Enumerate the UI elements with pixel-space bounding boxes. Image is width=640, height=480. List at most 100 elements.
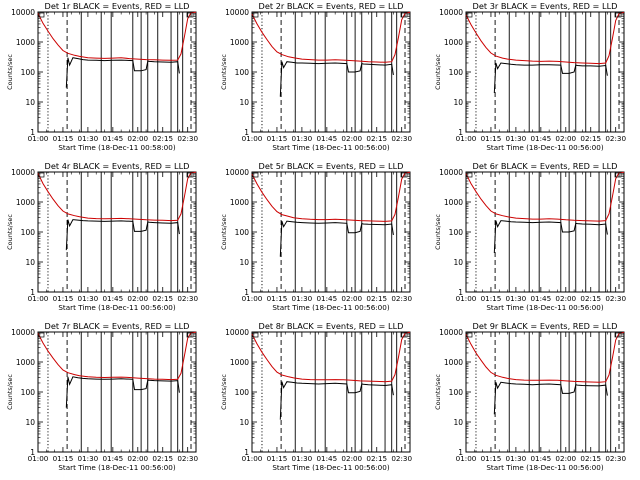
series-lld-line <box>37 171 197 222</box>
plot-frame <box>37 331 197 453</box>
x-tick-label: 01:30 <box>506 454 527 463</box>
y-axis-label: Counts/sec <box>434 214 442 250</box>
x-tick-label: 01:45 <box>102 134 123 143</box>
x-tick-label: 01:30 <box>506 294 527 303</box>
corner-marker <box>400 12 408 18</box>
x-tick-label: 01:45 <box>530 294 551 303</box>
x-axis-label: Start Time (18-Dec-11 00:56:00) <box>486 143 603 152</box>
corner-marker <box>186 12 194 18</box>
panel-title: Det 4r BLACK = Events, RED = LLD <box>45 161 190 171</box>
y-tick-label: 1000 <box>230 358 249 367</box>
x-tick-label: 01:00 <box>28 454 49 463</box>
x-tick-label: 01:45 <box>530 454 551 463</box>
y-tick-label: 1 <box>30 448 35 457</box>
x-tick-label: 01:00 <box>456 134 477 143</box>
panel-title: Det 9r BLACK = Events, RED = LLD <box>473 321 618 331</box>
x-tick-label: 02:15 <box>152 454 173 463</box>
series-events-line <box>65 219 180 251</box>
y-axis-label: Counts/sec <box>434 54 442 90</box>
x-tick-label: 01:00 <box>456 294 477 303</box>
x-axis-label: Start Time (18-Dec-11 00:56:00) <box>58 303 175 312</box>
y-tick-label: 100 <box>235 388 250 397</box>
x-tick-label: 02:00 <box>127 134 148 143</box>
x-tick-label: 01:15 <box>267 454 288 463</box>
corner-marker <box>38 172 45 178</box>
plot-frame <box>465 331 625 453</box>
series-events-line <box>65 57 180 88</box>
x-axis-label: Start Time (18-Dec-11 00:56:00) <box>272 143 389 152</box>
y-tick-label: 10 <box>453 98 463 107</box>
corner-marker <box>186 172 194 178</box>
panel-title: Det 1r BLACK = Events, RED = LLD <box>45 1 190 11</box>
y-tick-label: 100 <box>449 388 464 397</box>
series-events-line <box>493 220 608 254</box>
x-tick-label: 02:00 <box>341 294 362 303</box>
plot-frame <box>251 331 411 453</box>
y-tick-label: 1 <box>244 128 249 137</box>
y-tick-label: 1000 <box>16 198 35 207</box>
x-tick-label: 02:15 <box>580 134 601 143</box>
x-tick-label: 02:30 <box>391 454 412 463</box>
panel-5: Det 5r BLACK = Events, RED = LLD 1 10 100 10… <box>220 161 412 312</box>
corner-marker <box>466 12 473 18</box>
corner-marker <box>400 172 408 178</box>
x-tick-label: 01:15 <box>53 294 74 303</box>
x-tick-label: 02:15 <box>580 294 601 303</box>
panel-title: Det 5r BLACK = Events, RED = LLD <box>259 161 404 171</box>
x-tick-label: 01:15 <box>481 294 502 303</box>
y-tick-label: 10000 <box>11 328 35 337</box>
x-tick-label: 01:45 <box>316 134 337 143</box>
panel-8: Det 8r BLACK = Events, RED = LLD 1 10 100 10… <box>220 321 412 472</box>
corner-marker <box>614 12 622 18</box>
corner-marker <box>400 332 408 338</box>
x-tick-label: 02:00 <box>555 454 576 463</box>
y-tick-label: 10 <box>25 258 35 267</box>
plot-frame <box>465 171 625 293</box>
y-tick-label: 1000 <box>444 198 463 207</box>
x-tick-label: 01:15 <box>53 454 74 463</box>
y-tick-label: 100 <box>235 68 250 77</box>
y-tick-label: 10 <box>239 258 249 267</box>
y-tick-label: 10 <box>453 418 463 427</box>
x-tick-label: 02:30 <box>605 294 626 303</box>
corner-marker <box>466 172 473 178</box>
corner-marker <box>614 172 622 178</box>
panel-title: Det 6r BLACK = Events, RED = LLD <box>473 161 618 171</box>
panel-3: Det 3r BLACK = Events, RED = LLD 1 10 100 10… <box>434 1 626 152</box>
corner-marker <box>38 12 45 18</box>
x-axis-label: Start Time (18-Dec-11 00:56:00) <box>486 463 603 472</box>
panel-9: Det 9r BLACK = Events, RED = LLD 1 10 100 10… <box>434 321 626 472</box>
series-lld-line <box>465 171 625 222</box>
x-tick-label: 02:30 <box>391 294 412 303</box>
panel-7: Det 7r BLACK = Events, RED = LLD 1 10 100 10… <box>6 321 198 472</box>
x-tick-label: 01:15 <box>481 134 502 143</box>
x-tick-label: 02:30 <box>177 134 198 143</box>
x-tick-label: 01:00 <box>28 134 49 143</box>
plot-frame <box>37 171 197 293</box>
x-tick-label: 02:15 <box>366 134 387 143</box>
y-axis-label: Counts/sec <box>6 214 14 250</box>
series-lld-line <box>251 171 411 222</box>
y-tick-label: 10 <box>239 98 249 107</box>
x-tick-label: 02:00 <box>555 134 576 143</box>
x-tick-label: 02:15 <box>580 454 601 463</box>
panel-6: Det 6r BLACK = Events, RED = LLD 1 10 100 10… <box>434 161 626 312</box>
y-tick-label: 1000 <box>16 38 35 47</box>
x-tick-label: 01:15 <box>481 454 502 463</box>
x-tick-label: 01:30 <box>78 294 99 303</box>
corner-marker <box>38 332 45 338</box>
y-tick-label: 100 <box>21 68 36 77</box>
x-tick-label: 01:00 <box>242 454 263 463</box>
y-tick-label: 10000 <box>11 168 35 177</box>
y-tick-label: 1 <box>244 288 249 297</box>
x-tick-label: 02:15 <box>366 454 387 463</box>
series-lld-line <box>465 11 625 65</box>
panel-title: Det 7r BLACK = Events, RED = LLD <box>45 321 190 331</box>
y-tick-label: 1000 <box>444 358 463 367</box>
y-tick-label: 10000 <box>439 168 463 177</box>
y-axis-label: Counts/sec <box>6 374 14 410</box>
x-axis-label: Start Time (18-Dec-11 00:58:00) <box>58 143 175 152</box>
plot-frame <box>37 11 197 133</box>
panel-1: Det 1r BLACK = Events, RED = LLD 1 10 100 10… <box>6 1 198 152</box>
series-events-line <box>493 62 608 94</box>
